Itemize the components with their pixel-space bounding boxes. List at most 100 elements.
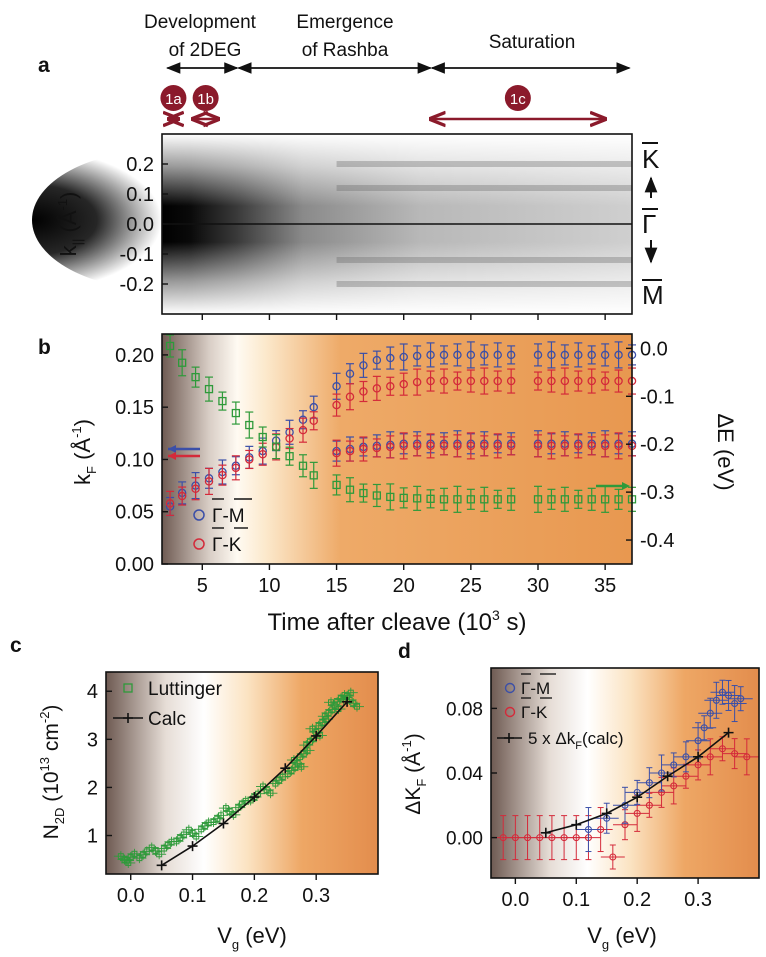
data-point [700, 724, 708, 732]
marker-label-1a: 1a [165, 91, 182, 108]
data-point [493, 495, 502, 504]
data-point [670, 782, 678, 790]
data-point [345, 369, 355, 378]
data-point [222, 805, 229, 812]
data-point [117, 853, 124, 860]
phase-label-development: Development [144, 12, 257, 33]
data-point [480, 376, 489, 386]
data-point [165, 341, 175, 351]
data-point [426, 494, 435, 503]
panel-a-y-ticks: 0.2 0.1 0.0 -0.1 -0.2 [120, 154, 168, 296]
data-point [453, 441, 462, 451]
data-point [345, 446, 355, 456]
data-point [412, 351, 422, 361]
measurement-markers: 1a 1b 1c [160, 85, 605, 119]
data-point [156, 851, 163, 858]
data-point [426, 350, 435, 360]
data-point [386, 442, 395, 452]
calc-point [693, 751, 704, 762]
panel-c-ylabel: N2D (1013 cm-2) [37, 705, 67, 840]
panel-a-ytick-label: -0.2 [120, 274, 154, 296]
data-point [480, 495, 489, 504]
data-point [165, 499, 175, 508]
panel-d-ytick-label: 0.04 [446, 764, 483, 785]
panel-d-xtick-label: 0.2 [623, 889, 651, 911]
legend-label-calc: Calc [148, 709, 186, 730]
data-point [399, 379, 408, 389]
data-point [506, 441, 516, 451]
data-point [609, 853, 617, 861]
red-arrow-head [168, 452, 176, 460]
data-point [694, 737, 702, 745]
calc-point [311, 730, 322, 741]
data-point [386, 353, 395, 363]
data-point [439, 441, 449, 451]
data-point [412, 441, 422, 451]
data-point [300, 750, 307, 757]
panel-b-xtick-label: 25 [460, 575, 482, 597]
heatmap-band-1 [336, 185, 632, 191]
m-point-label: M [642, 280, 664, 310]
legend-label-luttinger: Luttinger [148, 679, 223, 700]
data-point [480, 441, 489, 451]
data-point [193, 833, 200, 840]
panel-b-ytick-label: 0.15 [115, 397, 154, 419]
data-point [131, 850, 138, 857]
calc-point [632, 792, 643, 803]
data-point [466, 441, 476, 451]
data-point [453, 376, 462, 386]
data-point [706, 753, 714, 761]
data-point [718, 745, 727, 753]
data-point [319, 719, 326, 726]
marker-label-1b: 1b [197, 91, 214, 108]
green-arrow-head [622, 482, 630, 490]
data-point [466, 495, 476, 504]
data-point [493, 441, 502, 451]
data-point [614, 495, 623, 504]
data-point [645, 779, 653, 787]
panel-b-ytick-label: 0.05 [115, 502, 154, 524]
calc-point [601, 808, 612, 819]
panel-c-xtick-label: 0.2 [240, 885, 268, 907]
data-point [614, 350, 623, 360]
data-point [294, 760, 301, 767]
panel-b-y2tick-label: -0.2 [640, 434, 674, 456]
data-point [399, 441, 408, 451]
data-point [124, 857, 131, 864]
panel-d-xtick-label: 0.1 [562, 889, 590, 911]
panel-c-xtick-label: 0.3 [302, 885, 330, 907]
data-point [217, 812, 224, 819]
data-point [218, 470, 227, 480]
data-point [439, 350, 449, 360]
gamma-point-label: Γ [642, 209, 656, 239]
data-point [587, 350, 596, 360]
data-point [267, 790, 274, 797]
data-point [198, 826, 205, 833]
panel-a-ytick-label: -0.1 [120, 244, 154, 266]
data-point [347, 689, 354, 696]
phase-label-2deg: of 2DEG [169, 40, 242, 61]
panel-b-xtick-label: 30 [527, 575, 549, 597]
data-point [345, 485, 355, 494]
data-point [359, 387, 368, 396]
heatmap-bands [336, 161, 632, 287]
data-point [480, 350, 489, 360]
calc-point [540, 827, 551, 838]
data-point [506, 495, 516, 504]
panel-d-ylabel: ΔKF (Å-1) [399, 733, 429, 814]
data-point [600, 376, 610, 386]
data-point [682, 753, 690, 761]
panel-b-ytick-label: 0.20 [115, 345, 154, 367]
panel-d-xtick-label: 0.0 [501, 889, 529, 911]
series-d-calc [540, 727, 734, 838]
panel-b-y2tick-label: -0.1 [640, 386, 674, 408]
data-point [164, 842, 171, 849]
legend-marker-d-calc [504, 733, 514, 743]
data-point [633, 809, 641, 817]
data-point [161, 845, 168, 852]
data-point [439, 495, 449, 504]
data-point [332, 448, 341, 458]
data-point [600, 495, 610, 504]
data-point [587, 376, 596, 386]
data-point [399, 352, 408, 362]
